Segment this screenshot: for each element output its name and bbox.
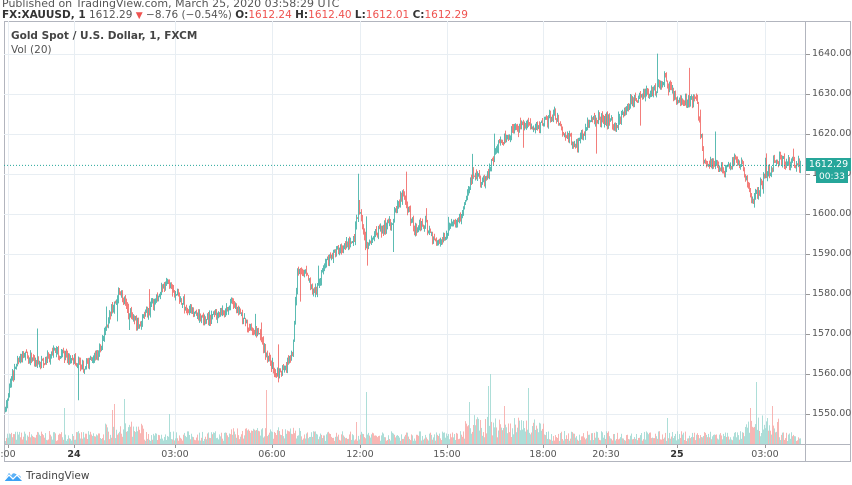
tradingview-cloud-icon: [3, 473, 23, 482]
symbol-legend: FX:XAUUSD, 1 1612.29 ▼ −8.76 (−0.54%) O:…: [2, 9, 468, 21]
down-arrow-icon: ▼: [135, 11, 143, 21]
price-tick: [806, 214, 810, 215]
price-tick: [806, 294, 810, 295]
candlestick-chart[interactable]: [4, 21, 805, 444]
chart-title[interactable]: Gold Spot / U.S. Dollar, 1, FXCM: [11, 30, 198, 42]
symbol-name[interactable]: FX:XAUUSD, 1: [2, 9, 86, 21]
price-tick: [806, 134, 810, 135]
time-axis-label: 03:00: [161, 449, 189, 460]
time-axis-label: 15:00: [433, 449, 461, 460]
time-tick: [447, 445, 448, 448]
time-axis-label: 20:30: [592, 449, 620, 460]
volume-indicator-label[interactable]: Vol (20): [11, 44, 52, 56]
high-value: 1612.40: [308, 9, 352, 21]
chart-frame: [4, 21, 851, 462]
chart-pane[interactable]: [4, 21, 805, 444]
price-tick: [806, 254, 810, 255]
price-axis-label: 1560.00: [812, 368, 852, 379]
time-axis-border: [4, 444, 851, 445]
time-tick: [677, 445, 678, 448]
close-label: C:: [412, 9, 425, 21]
time-axis-label: 03:00: [751, 449, 779, 460]
low-label: L:: [354, 9, 366, 21]
close-value: 1612.29: [424, 9, 468, 21]
bar-countdown-badge: 00:33: [816, 171, 848, 183]
price-tick: [806, 174, 810, 175]
time-tick: [543, 445, 544, 448]
time-axis-label: 25: [670, 449, 684, 460]
last-price: 1612.29: [89, 9, 133, 21]
price-tick: [806, 334, 810, 335]
low-value: 1612.01: [365, 9, 410, 21]
price-axis-label: 1640.00: [812, 48, 852, 59]
price-change: −8.76 (−0.54%): [146, 9, 232, 21]
price-tick: [806, 54, 810, 55]
price-axis-label: 1570.00: [812, 328, 852, 339]
time-axis-label: 12:00: [346, 449, 374, 460]
price-axis-label: 1630.00: [812, 88, 852, 99]
time-tick: [74, 445, 75, 448]
time-tick: [360, 445, 361, 448]
price-tick: [806, 374, 810, 375]
price-tick: [806, 414, 810, 415]
time-axis-label: 06:00: [258, 449, 286, 460]
time-tick: [765, 445, 766, 448]
tradingview-logo[interactable]: TradingView: [3, 470, 89, 482]
time-tick: [272, 445, 273, 448]
time-axis-label: :00: [0, 449, 16, 460]
last-price-badge: 1612.29: [806, 158, 851, 171]
time-tick: [8, 445, 9, 448]
price-axis-label: 1590.00: [812, 248, 852, 259]
price-axis-label: 1550.00: [812, 408, 852, 419]
price-axis-border: [805, 21, 806, 462]
time-tick: [606, 445, 607, 448]
published-caption: Published on TradingView.com, March 25, …: [2, 0, 340, 10]
time-tick: [175, 445, 176, 448]
open-label: O:: [235, 9, 249, 21]
price-axis-label: 1600.00: [812, 208, 852, 219]
high-label: H:: [295, 9, 309, 21]
time-axis-label: 24: [67, 449, 81, 460]
time-axis-label: 18:00: [529, 449, 557, 460]
tradingview-logo-text: TradingView: [26, 470, 90, 482]
price-axis-label: 1580.00: [812, 288, 852, 299]
open-value: 1612.24: [248, 9, 292, 21]
price-tick: [806, 94, 810, 95]
price-axis-label: 1620.00: [812, 128, 852, 139]
